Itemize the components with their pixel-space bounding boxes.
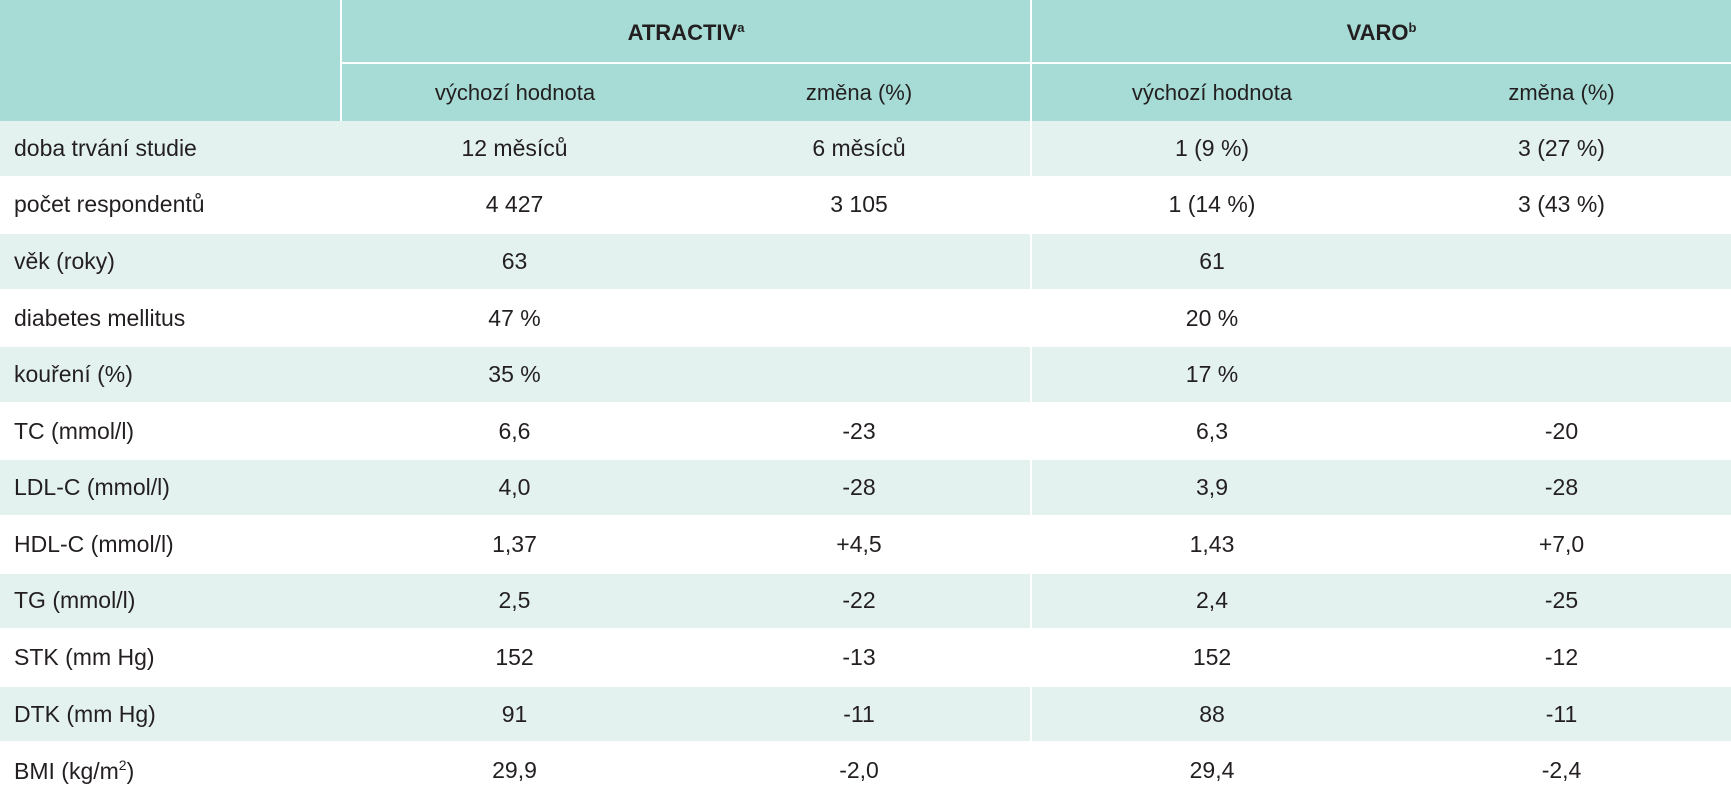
table-row: STK (mm Hg) 152 -13 152 -12 xyxy=(0,629,1731,687)
varo-change-cell xyxy=(1392,346,1731,404)
atractiv-change-cell: -2,0 xyxy=(688,742,1032,800)
atractiv-change-cell xyxy=(688,346,1032,404)
atractiv-change-cell: -28 xyxy=(688,459,1032,518)
header-row-groups: ATRACTIVa VAROb xyxy=(0,0,1731,121)
header-group-varo: VAROb xyxy=(1030,0,1731,63)
table-body: doba trvání studie 12 měsíců 6 měsíců 1 (9 … xyxy=(0,121,1731,800)
varo-baseline-cell: 88 xyxy=(1030,685,1393,744)
varo-change-cell: -20 xyxy=(1392,402,1731,461)
varo-baseline-cell: 3,9 xyxy=(1030,459,1393,518)
header-atractiv-baseline: výchozí hodnota xyxy=(341,63,688,121)
varo-change-cell: 3 (43 %) xyxy=(1392,176,1731,235)
atractiv-baseline-cell: 4 427 xyxy=(341,176,688,235)
varo-baseline-cell: 17 % xyxy=(1030,346,1393,404)
atractiv-baseline-cell: 91 xyxy=(341,685,688,744)
varo-baseline-cell: 6,3 xyxy=(1030,402,1393,461)
table-row: TC (mmol/l) 6,6 -23 6,3 -20 xyxy=(0,402,1731,461)
row-label: doba trvání studie xyxy=(0,121,341,178)
varo-baseline-cell: 1 (14 %) xyxy=(1030,176,1393,235)
row-label: DTK (mm Hg) xyxy=(0,685,341,744)
atractiv-baseline-cell: 29,9 xyxy=(341,742,688,800)
atractiv-baseline-cell: 63 xyxy=(341,233,688,291)
varo-baseline-cell: 152 xyxy=(1030,629,1393,687)
table-row: počet respondentů 4 427 3 105 1 (14 %) 3 (43… xyxy=(0,176,1731,235)
table-row: BMI (kg/m2) 29,9 -2,0 29,4 -2,4 xyxy=(0,742,1731,800)
varo-change-cell: -2,4 xyxy=(1392,742,1731,800)
row-label: STK (mm Hg) xyxy=(0,629,341,687)
row-label: kouření (%) xyxy=(0,346,341,404)
table-row: diabetes mellitus 47 % 20 % xyxy=(0,289,1731,348)
table-row: věk (roky) 63 61 xyxy=(0,233,1731,291)
header-group-atractiv: ATRACTIVa xyxy=(339,0,1032,63)
atractiv-change-cell: 3 105 xyxy=(688,176,1032,235)
varo-change-cell xyxy=(1392,233,1731,291)
varo-change-cell: +7,0 xyxy=(1392,516,1731,574)
varo-change-cell: -11 xyxy=(1392,685,1731,744)
atractiv-baseline-cell: 12 měsíců xyxy=(341,121,688,178)
header-varo-baseline: výchozí hodnota xyxy=(1030,63,1393,121)
atractiv-change-cell: 6 měsíců xyxy=(688,121,1032,178)
varo-change-cell: -12 xyxy=(1392,629,1731,687)
varo-baseline-cell: 1,43 xyxy=(1030,516,1393,574)
varo-baseline-cell: 2,4 xyxy=(1030,572,1393,631)
row-label: BMI (kg/m2) xyxy=(0,742,341,800)
header-corner-cell xyxy=(0,0,342,121)
row-label: LDL-C (mmol/l) xyxy=(0,459,341,518)
varo-change-cell: 3 (27 %) xyxy=(1392,121,1731,178)
varo-baseline-cell: 29,4 xyxy=(1030,742,1393,800)
atractiv-change-cell: -11 xyxy=(688,685,1032,744)
row-label: věk (roky) xyxy=(0,233,341,291)
table-row: LDL-C (mmol/l) 4,0 -28 3,9 -28 xyxy=(0,459,1731,518)
header-varo-change: změna (%) xyxy=(1392,63,1731,121)
atractiv-change-cell: -22 xyxy=(688,572,1032,631)
table-row: HDL-C (mmol/l) 1,37 +4,5 1,43 +7,0 xyxy=(0,516,1731,574)
row-label: počet respondentů xyxy=(0,176,341,235)
varo-baseline-cell: 20 % xyxy=(1030,289,1393,348)
varo-baseline-cell: 1 (9 %) xyxy=(1030,121,1393,178)
atractiv-baseline-cell: 4,0 xyxy=(341,459,688,518)
atractiv-baseline-cell: 47 % xyxy=(341,289,688,348)
varo-change-cell xyxy=(1392,289,1731,348)
atractiv-baseline-cell: 35 % xyxy=(341,346,688,404)
table-row: DTK (mm Hg) 91 -11 88 -11 xyxy=(0,685,1731,744)
atractiv-baseline-cell: 6,6 xyxy=(341,402,688,461)
row-label: TG (mmol/l) xyxy=(0,572,341,631)
table-row: TG (mmol/l) 2,5 -22 2,4 -25 xyxy=(0,572,1731,631)
header-row-subcolumns: výchozí hodnota změna (%) výchozí hodnot… xyxy=(0,63,1731,121)
row-label: diabetes mellitus xyxy=(0,289,341,348)
atractiv-baseline-cell: 2,5 xyxy=(341,572,688,631)
atractiv-change-cell: -13 xyxy=(688,629,1032,687)
atractiv-change-cell: +4,5 xyxy=(688,516,1032,574)
table-row: kouření (%) 35 % 17 % xyxy=(0,346,1731,404)
atractiv-baseline-cell: 1,37 xyxy=(341,516,688,574)
atractiv-change-cell xyxy=(688,233,1032,291)
atractiv-change-cell xyxy=(688,289,1032,348)
varo-baseline-cell: 61 xyxy=(1030,233,1393,291)
varo-change-cell: -28 xyxy=(1392,459,1731,518)
atractiv-baseline-cell: 152 xyxy=(341,629,688,687)
atractiv-change-cell: -23 xyxy=(688,402,1032,461)
table-row: doba trvání studie 12 měsíců 6 měsíců 1 (9 … xyxy=(0,121,1731,178)
row-label: TC (mmol/l) xyxy=(0,402,341,461)
row-label: HDL-C (mmol/l) xyxy=(0,516,341,574)
varo-change-cell: -25 xyxy=(1392,572,1731,631)
header-atractiv-change: změna (%) xyxy=(688,63,1032,121)
